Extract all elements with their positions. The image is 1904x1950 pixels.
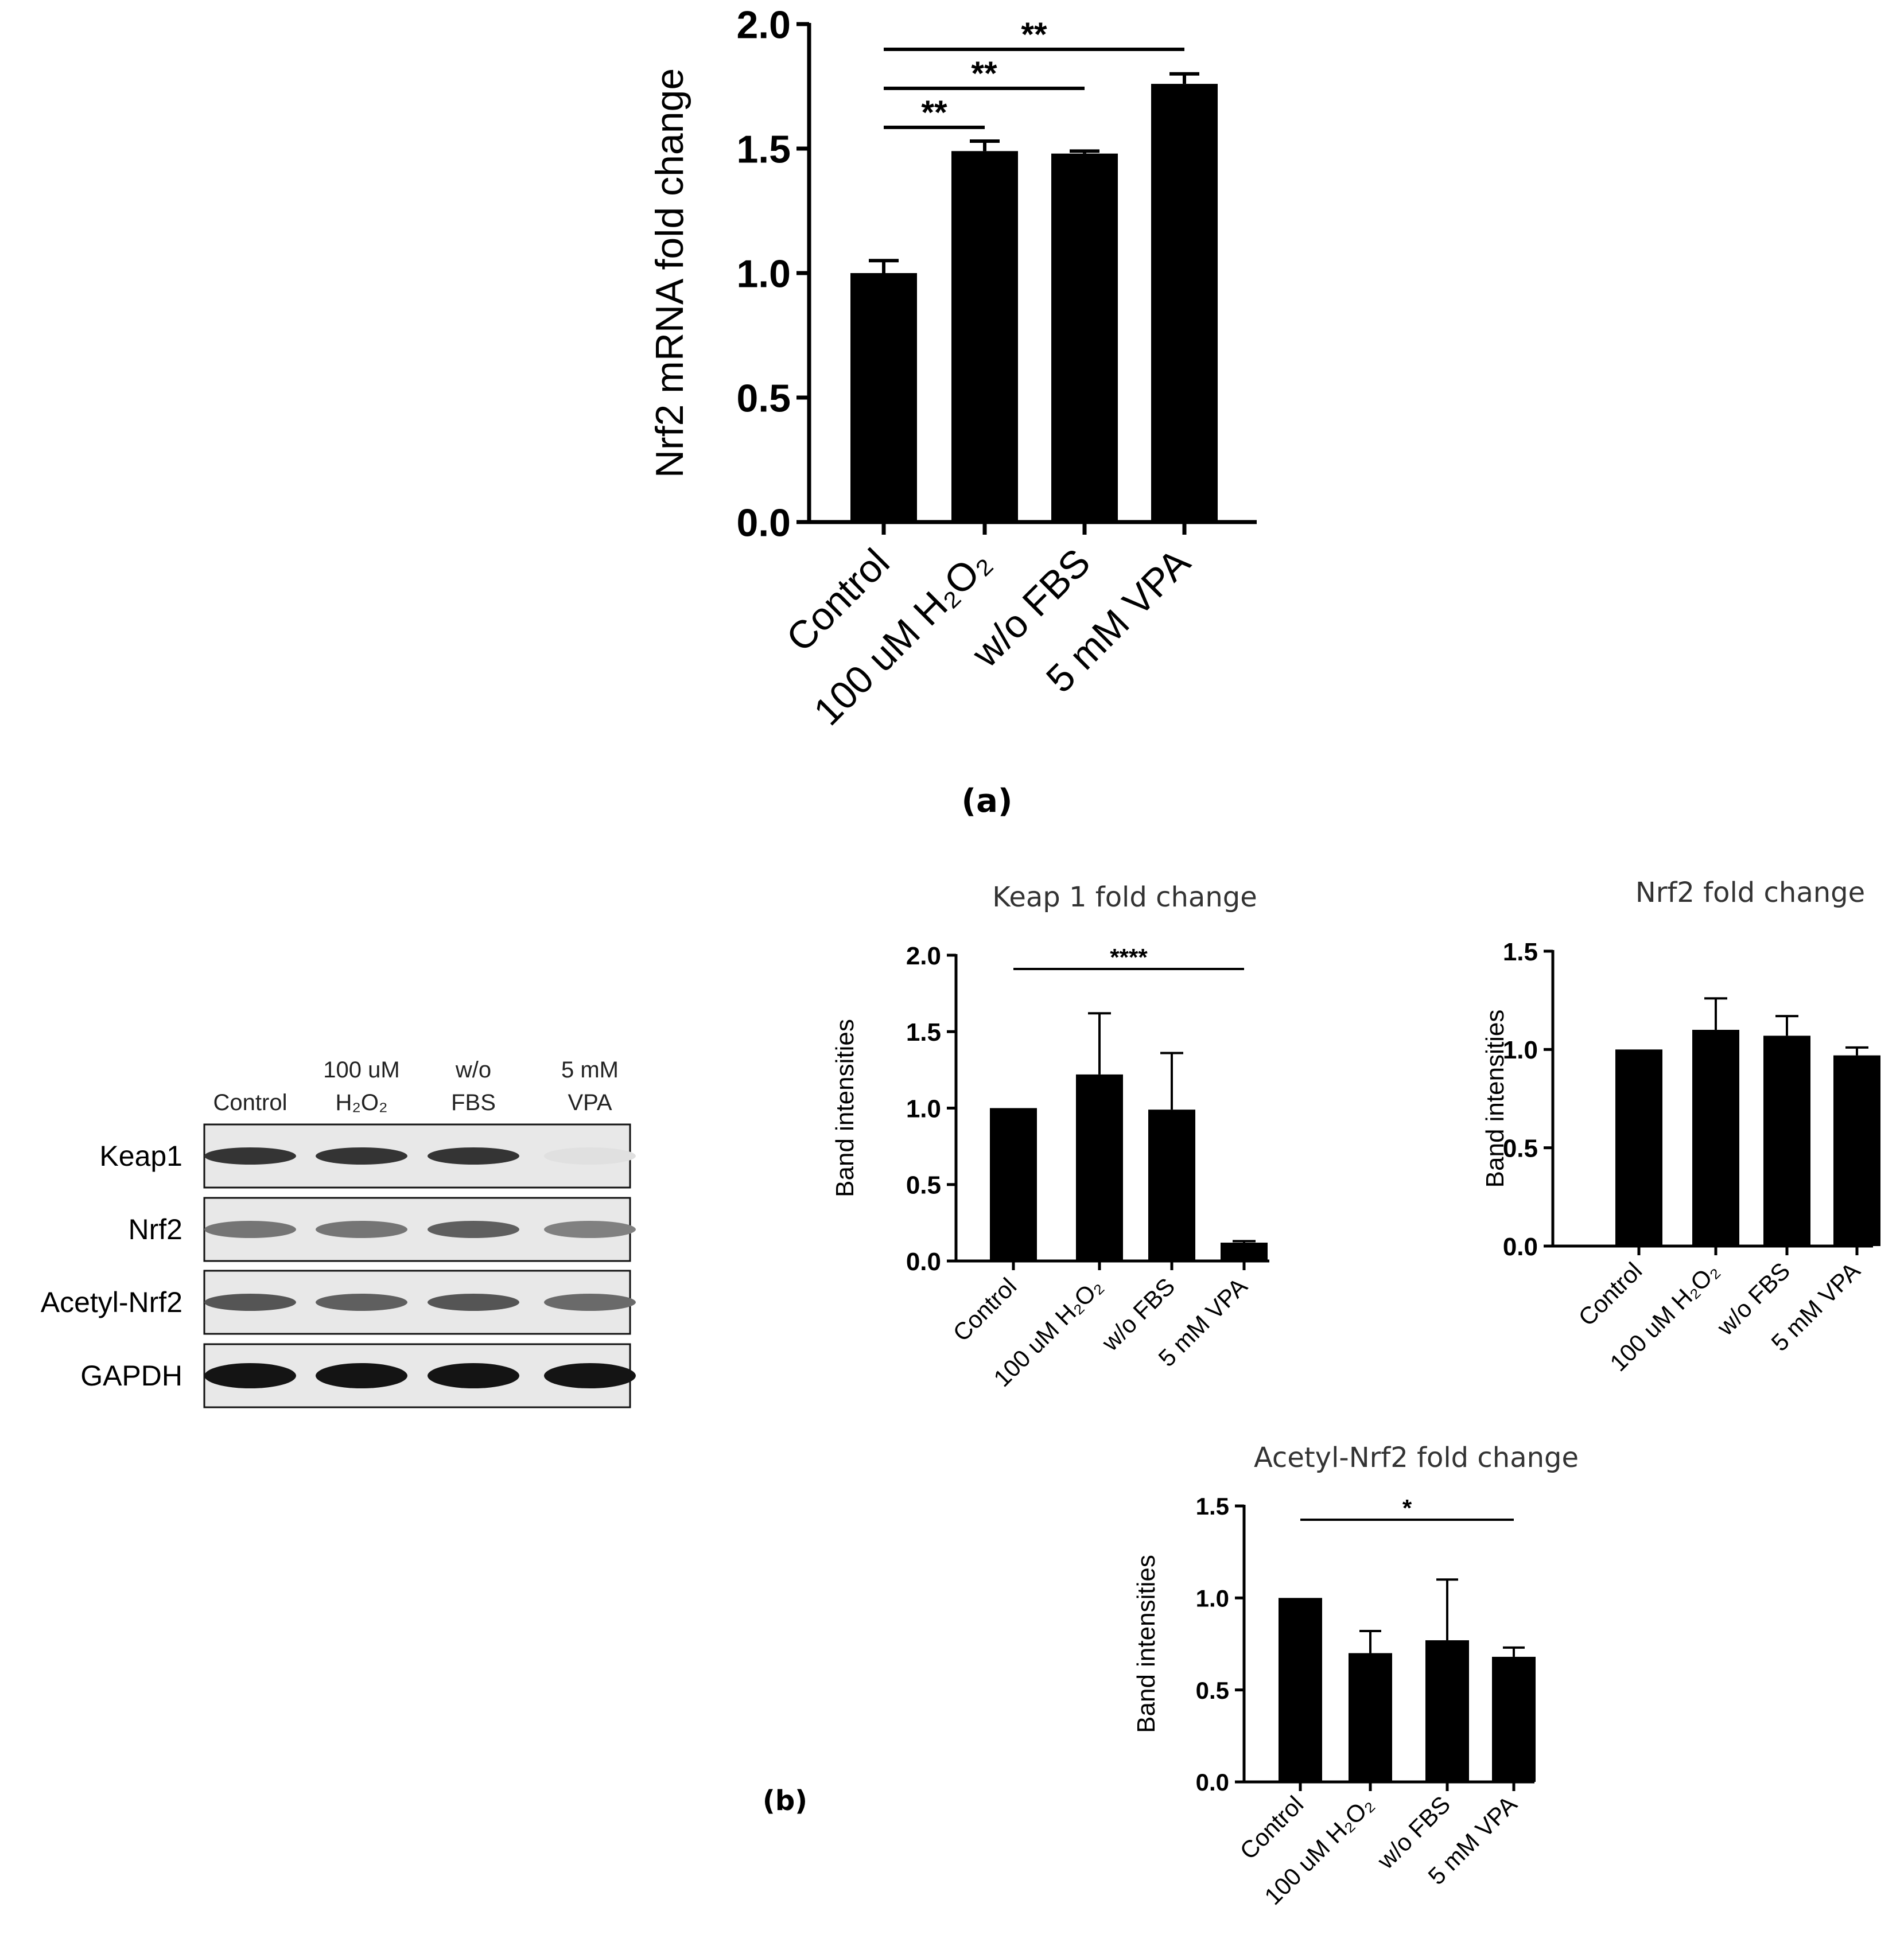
significance-label: **: [921, 94, 947, 131]
blot-band: [204, 1294, 296, 1311]
bar: [1279, 1598, 1322, 1782]
significance-label: *: [1402, 1494, 1412, 1521]
y-tick-label: 0.0: [736, 501, 791, 544]
chart-title: Keap 1 fold change: [992, 881, 1257, 913]
blot-band: [316, 1294, 407, 1311]
y-tick-label: 1.0: [1503, 1036, 1538, 1064]
lane-label-line1: w/o: [455, 1057, 491, 1083]
bar: [1148, 1110, 1195, 1261]
blot-row-label: GAPDH: [80, 1360, 182, 1392]
bar: [1692, 1030, 1739, 1246]
bar: [1492, 1656, 1536, 1782]
blot-band: [544, 1363, 636, 1388]
x-tick-label: Control: [1573, 1257, 1647, 1331]
lane-label-line1: 100 uM: [323, 1057, 399, 1083]
y-tick-label: 0.5: [736, 376, 791, 420]
chart-nrf2-fold-change: Nrf2 fold change Band intensities 0.0 0.5 1.…: [1481, 877, 1880, 1376]
bar: [850, 273, 917, 522]
panel-label-b: (b): [763, 1785, 807, 1817]
y-axis-label: Band intensities: [831, 1019, 859, 1197]
blot-band: [544, 1221, 636, 1238]
western-blot: Control 100 uM H₂O₂ w/o FBS 5 mM VPA Keap1 Nrf2 A…: [41, 1057, 636, 1408]
bar: [1425, 1640, 1469, 1782]
significance-label: **: [971, 55, 997, 92]
y-tick-label: 2.0: [736, 3, 791, 46]
lane-label-line2: H₂O₂: [335, 1090, 387, 1115]
bar: [1349, 1653, 1392, 1782]
bar: [1076, 1074, 1123, 1261]
blot-band: [204, 1221, 296, 1238]
chart-acetyl-nrf2-fold-change: Acetyl-Nrf2 fold change Band intensities 0…: [1132, 1442, 1579, 1910]
bar: [1615, 1049, 1662, 1246]
blot-band: [544, 1147, 636, 1165]
blot-band: [316, 1147, 407, 1165]
chart-keap1-fold-change: Keap 1 fold change Band intensities 0.0 0.5…: [831, 881, 1269, 1392]
blot-row-label: Keap1: [99, 1140, 182, 1172]
blot-band: [204, 1147, 296, 1165]
y-tick-label: 0.0: [1196, 1769, 1229, 1796]
y-axis-label: Band intensities: [1481, 1010, 1509, 1188]
lane-label-line2: FBS: [451, 1090, 496, 1115]
bar: [1833, 1055, 1880, 1246]
blot-row-label: Acetyl-Nrf2: [41, 1286, 182, 1318]
y-tick-label: 0.0: [906, 1248, 941, 1276]
lane-label-line2: VPA: [568, 1090, 612, 1115]
bar: [1763, 1036, 1810, 1246]
y-tick-label: 0.5: [1503, 1135, 1538, 1163]
blot-band: [204, 1363, 296, 1388]
y-tick-label: 1.5: [1196, 1493, 1229, 1520]
blot-band: [316, 1221, 407, 1238]
blot-band: [428, 1221, 519, 1238]
x-tick-label: Control: [947, 1272, 1021, 1346]
lane-label-line2: Control: [213, 1090, 287, 1115]
y-tick-label: 2.0: [906, 942, 941, 970]
significance-label: **: [1021, 16, 1047, 53]
panel-label-a: (a): [962, 783, 1013, 820]
y-tick-label: 1.5: [906, 1018, 941, 1046]
y-tick-label: 1.0: [736, 252, 791, 295]
chart-title: Acetyl-Nrf2 fold change: [1254, 1442, 1579, 1474]
bar: [1051, 153, 1118, 522]
blot-band: [316, 1363, 407, 1388]
bar: [1221, 1243, 1268, 1261]
y-tick-label: 0.5: [906, 1171, 941, 1200]
blot-row-label: Nrf2: [129, 1213, 182, 1245]
y-axis-label: Band intensities: [1132, 1555, 1160, 1733]
blot-band: [428, 1294, 519, 1311]
bar: [990, 1108, 1037, 1261]
blot-band: [544, 1294, 636, 1311]
chart-a-nrf2-mrna: Nrf2 mRNA fold change0.00.51.01.52.0Cont…: [648, 3, 1257, 734]
y-tick-label: 0.0: [1503, 1233, 1538, 1261]
y-axis-label: Nrf2 mRNA fold change: [648, 68, 691, 478]
lane-label-line1: 5 mM: [561, 1057, 619, 1083]
bar: [951, 151, 1018, 523]
y-tick-label: 1.0: [906, 1095, 941, 1123]
y-tick-label: 1.5: [1503, 938, 1538, 966]
blot-band: [428, 1147, 519, 1165]
blot-band: [428, 1363, 519, 1388]
y-tick-label: 0.5: [1196, 1677, 1229, 1704]
chart-title: Nrf2 fold change: [1635, 877, 1865, 909]
bar: [1151, 84, 1218, 522]
x-tick-label: 100 uM H₂O₂: [806, 540, 999, 734]
y-tick-label: 1.0: [1196, 1585, 1229, 1612]
significance-label: ****: [1110, 944, 1148, 971]
y-tick-label: 1.5: [736, 127, 791, 171]
